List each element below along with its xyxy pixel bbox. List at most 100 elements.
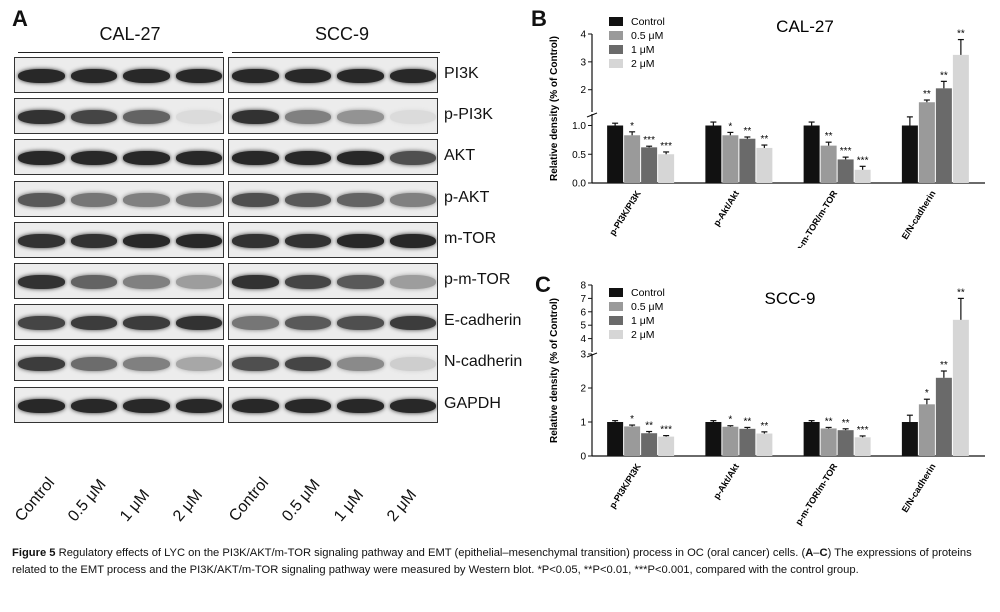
band <box>389 233 436 248</box>
band <box>175 151 222 166</box>
significance-label: ** <box>743 126 751 137</box>
blot-cal-27-row-5 <box>14 221 224 258</box>
band <box>175 233 222 248</box>
band <box>175 110 222 125</box>
bar <box>722 426 739 456</box>
bar <box>918 404 935 456</box>
significance-label: * <box>728 415 732 426</box>
legend-swatch <box>609 31 623 40</box>
band <box>232 275 279 289</box>
band <box>123 192 170 207</box>
panel-a-letter: A <box>12 6 28 31</box>
y-tick-label: 3 <box>580 350 586 361</box>
band <box>70 110 117 125</box>
y-tick-label: 7 <box>580 294 586 305</box>
bar <box>641 433 658 456</box>
legend-swatch <box>609 302 623 311</box>
bar <box>739 138 756 183</box>
caption-text-2: ) The expressions of proteins related to… <box>12 547 972 576</box>
y-tick-label: 8 <box>580 281 586 292</box>
significance-label: ** <box>842 418 850 429</box>
lane-label: 1 μM <box>117 486 154 525</box>
legend-label: Control <box>631 287 665 299</box>
legend-swatch <box>609 59 623 68</box>
chart-title: SCC-9 <box>764 289 815 308</box>
lane-label: 0.5 μM <box>64 476 110 525</box>
x-category-label: p-PI3K/PI3K <box>607 188 643 237</box>
y-tick-label: 1 <box>580 418 586 429</box>
protein-label: p-PI3K <box>444 106 493 124</box>
band <box>337 233 384 248</box>
bar <box>607 422 624 456</box>
band <box>70 357 117 372</box>
y-tick-label: 5 <box>580 321 586 332</box>
bar <box>756 433 773 456</box>
legend-label: 1 μM <box>631 315 655 327</box>
band <box>284 192 331 207</box>
blot-cal-27-row-2 <box>14 98 224 135</box>
band <box>18 69 65 83</box>
bar <box>952 319 969 456</box>
band <box>337 69 384 83</box>
blot-scc-9-row-6 <box>228 263 438 299</box>
caption-label: Figure 5 <box>12 547 56 559</box>
cell-line-underline-scc9 <box>232 52 440 53</box>
band <box>18 398 65 413</box>
band <box>123 69 170 83</box>
y-tick-label: 3 <box>580 57 586 68</box>
y-axis-label: Relative density (% of Control) <box>549 36 560 181</box>
band <box>18 151 65 166</box>
blot-cal-27-row-8 <box>14 345 224 382</box>
lane-label: Control <box>12 474 59 525</box>
caption-range-end: C <box>819 547 828 559</box>
bar <box>820 145 837 183</box>
axis-break <box>586 352 598 358</box>
band <box>337 192 384 207</box>
band <box>175 357 222 372</box>
band <box>18 192 65 207</box>
bar <box>854 169 871 183</box>
band <box>389 192 436 207</box>
figure-caption: Figure 5 Regulatory effects of LYC on th… <box>12 545 990 579</box>
x-category-label: p-Akt/Akt <box>711 462 741 501</box>
blot-scc-9-row-9 <box>228 386 438 423</box>
significance-label: *** <box>857 425 869 436</box>
blot-cal-27-row-7 <box>14 304 224 341</box>
protein-label: GAPDH <box>444 394 501 412</box>
bar <box>607 125 624 183</box>
band <box>70 398 117 413</box>
bar <box>756 147 773 183</box>
y-tick-label: 0 <box>580 452 586 463</box>
significance-label: * <box>925 388 929 399</box>
band <box>123 357 170 372</box>
blot-scc-9-row-1 <box>228 57 438 93</box>
significance-label: ** <box>760 421 768 432</box>
protein-label: p-m-TOR <box>444 271 511 288</box>
lane-label: 2 μM <box>383 486 420 525</box>
x-category-label: E/N-cadherin <box>900 189 938 241</box>
bar <box>658 436 675 456</box>
y-axis-label: Relative density (% of Control) <box>549 298 560 443</box>
band <box>389 69 436 83</box>
bar <box>837 430 854 456</box>
band <box>18 110 65 125</box>
cell-line-header-cal27: CAL-27 <box>99 24 161 44</box>
bar <box>952 54 969 184</box>
band <box>18 233 65 248</box>
band <box>284 233 331 248</box>
bar <box>820 428 837 456</box>
band <box>232 151 279 166</box>
significance-label: * <box>630 414 634 425</box>
lane-label: 2 μM <box>169 486 206 525</box>
band <box>123 275 170 289</box>
legend-swatch <box>609 17 623 26</box>
band <box>123 151 170 166</box>
band <box>284 316 331 331</box>
cell-line-underline-cal27 <box>18 52 223 53</box>
band <box>232 192 279 207</box>
band <box>175 398 222 413</box>
bar <box>722 135 739 183</box>
band <box>389 110 436 125</box>
